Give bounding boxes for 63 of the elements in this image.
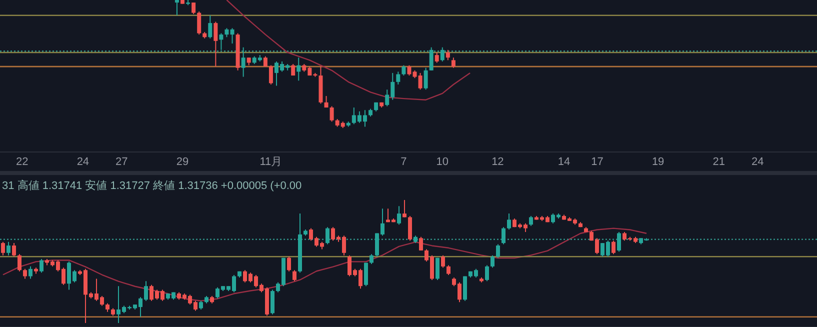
x-tick-label: 10 bbox=[436, 156, 449, 168]
x-tick-label: 14 bbox=[558, 156, 570, 168]
candlestick bbox=[219, 32, 224, 50]
candlestick bbox=[23, 268, 27, 280]
candlestick bbox=[446, 49, 450, 61]
candlestick bbox=[617, 231, 621, 252]
x-tick-label: 17 bbox=[591, 156, 604, 168]
candlestick bbox=[463, 276, 467, 302]
candlestick bbox=[434, 52, 439, 64]
x-tick-label: 12 bbox=[492, 156, 504, 168]
candlestick bbox=[197, 11, 202, 36]
candlestick bbox=[241, 46, 246, 78]
candlestick bbox=[6, 241, 10, 256]
candlestick bbox=[40, 258, 44, 274]
candlestick bbox=[397, 206, 401, 226]
candlestick bbox=[429, 46, 434, 71]
candlestick bbox=[441, 254, 445, 268]
x-tick-label: 11月 bbox=[260, 156, 282, 168]
candlestick bbox=[451, 57, 456, 68]
candlestick bbox=[485, 264, 489, 282]
candlestick bbox=[446, 264, 450, 276]
candlestick bbox=[296, 57, 301, 82]
candlestick bbox=[214, 21, 218, 68]
candlestick bbox=[424, 67, 428, 90]
candlestick bbox=[502, 226, 506, 245]
x-tick-label: 27 bbox=[116, 156, 128, 168]
candlestick bbox=[292, 270, 296, 282]
candlestick bbox=[529, 216, 533, 226]
candlestick bbox=[326, 226, 330, 245]
candlestick bbox=[1, 241, 5, 256]
candlestick bbox=[407, 64, 412, 76]
candlestick bbox=[507, 213, 511, 230]
candlestick bbox=[370, 254, 374, 264]
x-tick-label: 22 bbox=[16, 156, 28, 168]
candlestick bbox=[270, 289, 274, 315]
candlestick bbox=[330, 106, 334, 122]
x-tick-label: 29 bbox=[176, 156, 189, 168]
candlestick bbox=[402, 200, 406, 218]
candlestick bbox=[192, 2, 196, 15]
x-tick-label: 21 bbox=[712, 156, 726, 168]
candlestick bbox=[268, 64, 273, 85]
candlestick bbox=[408, 216, 412, 242]
candlestick bbox=[436, 257, 440, 280]
candlestick bbox=[28, 266, 32, 280]
candlestick bbox=[230, 28, 234, 44]
x-tick-label: 7 bbox=[400, 156, 407, 168]
candlestick bbox=[402, 64, 406, 76]
x-tick-label: 19 bbox=[652, 156, 664, 168]
candlestick bbox=[440, 46, 444, 62]
candlestick bbox=[208, 14, 212, 39]
candlestick bbox=[612, 240, 616, 255]
candlestick bbox=[174, 0, 179, 16]
candlestick bbox=[396, 71, 400, 85]
candlestick bbox=[496, 244, 500, 258]
x-tick-label: 24 bbox=[751, 156, 764, 168]
candlestick bbox=[12, 242, 16, 258]
x-tick-label: 24 bbox=[76, 156, 90, 168]
candlestick bbox=[490, 254, 494, 268]
candlestick bbox=[364, 262, 368, 287]
candlestick bbox=[287, 256, 291, 272]
candlestick bbox=[18, 254, 22, 272]
text: 31 高値 1.31741 安値 1.31727 終値 1.31736 +0.00005 (+0.00 bbox=[2, 179, 302, 192]
candlestick bbox=[419, 236, 423, 251]
